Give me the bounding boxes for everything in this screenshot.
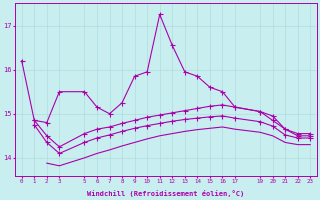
X-axis label: Windchill (Refroidissement éolien,°C): Windchill (Refroidissement éolien,°C): [87, 190, 244, 197]
